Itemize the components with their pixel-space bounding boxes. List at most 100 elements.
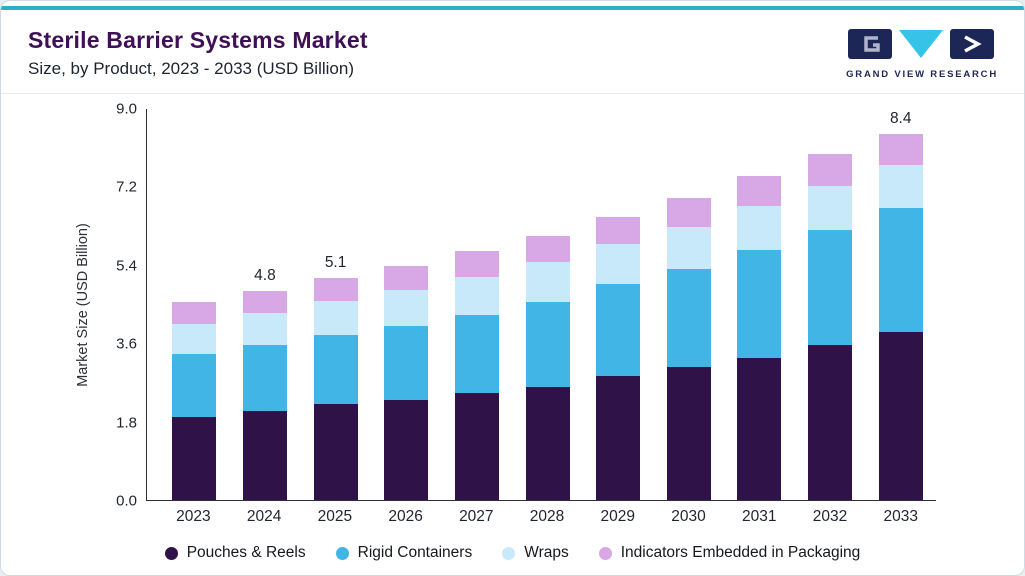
bar-column-2030 [653, 109, 724, 500]
bar-segment-wraps [172, 323, 217, 355]
stacked-bar [454, 251, 499, 500]
bar-segment-wraps [313, 300, 358, 335]
chart-legend: Pouches & Reels Rigid Containers Wraps Indi… [1, 544, 1024, 562]
bar-segment-rigid-containers [313, 334, 358, 405]
x-axis-label-2025: 2025 [317, 508, 353, 525]
legend-swatch [598, 546, 612, 560]
bar-column-2032 [795, 109, 866, 500]
y-axis-tick: 7.2 [116, 178, 137, 196]
bar-segment-wraps [666, 226, 711, 270]
stacked-bar [666, 198, 711, 500]
legend-item-indicators-embedded-in-packaging: Indicators Embedded in Packaging [598, 544, 861, 562]
page-title: Sterile Barrier Systems Market [28, 27, 368, 53]
top-accent-bar [1, 6, 1024, 10]
stacked-bar [384, 265, 429, 500]
bar-segment-rigid-containers [454, 314, 499, 394]
legend-item-rigid-containers: Rigid Containers [335, 544, 473, 562]
y-axis-tick: 0.0 [116, 492, 137, 510]
bar-segment-rigid-containers [808, 230, 853, 346]
legend-label: Indicators Embedded in Packaging [620, 544, 861, 561]
legend-swatch [335, 546, 349, 560]
legend-item-pouches-reels: Pouches & Reels [164, 544, 306, 562]
bar-segment-pouches-reels [808, 345, 853, 500]
bar-segment-pouches-reels [525, 386, 570, 500]
plot-area: 4.8 5.1 8.4 [146, 109, 936, 501]
bar-segment-wraps [454, 276, 499, 315]
bar-total-label: 5.1 [324, 253, 347, 271]
x-axis-label-2028: 2028 [529, 508, 565, 525]
bar-segment-rigid-containers [242, 345, 287, 411]
bar-segment-indicators-embedded-in-packaging [172, 301, 217, 324]
header: Sterile Barrier Systems Market Size, by … [1, 10, 1024, 94]
header-titles: Sterile Barrier Systems Market Size, by … [28, 27, 368, 79]
bar-segment-pouches-reels [737, 358, 782, 500]
bar-segment-rigid-containers [172, 354, 217, 418]
gvr-logo-text: GRAND VIEW RESEARCH [846, 69, 998, 80]
legend-item-wraps: Wraps [502, 544, 569, 562]
x-axis-label-2031: 2031 [742, 508, 777, 525]
x-axis-label-2027: 2027 [459, 508, 494, 525]
gvr-logo: GRAND VIEW RESEARCH [846, 27, 998, 80]
bar-column-2028 [512, 109, 583, 500]
stacked-bar [525, 235, 570, 500]
stacked-bar [808, 154, 853, 500]
bar-segment-indicators-embedded-in-packaging [454, 251, 499, 277]
y-axis: 0.0 1.8 3.6 5.4 7.2 9.0 [93, 101, 137, 510]
y-axis-tick: 1.8 [116, 414, 137, 432]
bar-segment-pouches-reels [596, 375, 641, 500]
x-axis-label-2023: 2023 [176, 508, 211, 525]
bar-total-label: 8.4 [889, 110, 912, 128]
stacked-bar [313, 277, 358, 500]
x-axis-label-2030: 2030 [671, 508, 706, 525]
stacked-bar [737, 176, 782, 500]
bar-column-2025: 5.1 [300, 109, 371, 500]
bar-column-2024: 4.8 [230, 109, 301, 500]
y-axis-tick: 9.0 [116, 100, 137, 118]
legend-label: Pouches & Reels [186, 544, 306, 561]
bar-segment-wraps [384, 289, 429, 326]
bar-segment-pouches-reels [384, 399, 429, 500]
legend-label: Rigid Containers [357, 544, 473, 561]
bar-segment-wraps [525, 261, 570, 302]
bar-column-2031 [724, 109, 795, 500]
bar-segment-pouches-reels [878, 332, 923, 500]
bar-segment-pouches-reels [666, 367, 711, 500]
bar-segment-indicators-embedded-in-packaging [384, 265, 429, 290]
bar-segment-rigid-containers [525, 301, 570, 387]
gvr-logo-mark [848, 29, 995, 59]
bar-total-label: 4.8 [254, 266, 276, 284]
x-axis-label-2032: 2032 [812, 508, 848, 525]
bar-segment-rigid-containers [737, 249, 782, 359]
bar-segment-rigid-containers [596, 284, 641, 376]
bar-segment-rigid-containers [666, 269, 711, 368]
x-axis: 2023 2024 2025 2026 2027 2028 2029 2030 2031 2032… [146, 508, 936, 526]
y-axis-tick: 3.6 [116, 335, 137, 353]
x-axis-label-2029: 2029 [600, 508, 636, 525]
bar-segment-indicators-embedded-in-packaging [878, 134, 923, 165]
x-axis-label-2026: 2026 [388, 508, 423, 525]
bar-segment-indicators-embedded-in-packaging [737, 176, 782, 206]
bar-segment-pouches-reels [172, 417, 217, 500]
legend-label: Wraps [524, 544, 569, 561]
bar-segment-indicators-embedded-in-packaging [596, 216, 641, 244]
y-axis-title: Market Size (USD Billion) [75, 223, 91, 387]
bar-segment-wraps [808, 185, 853, 231]
bar-segment-indicators-embedded-in-packaging [808, 154, 853, 186]
bar-column-2027 [442, 109, 513, 500]
stacked-bar [242, 290, 287, 500]
stacked-bar [596, 216, 641, 500]
bar-column-2026 [371, 109, 442, 500]
bar-segment-indicators-embedded-in-packaging [666, 198, 711, 227]
stacked-bar [172, 301, 217, 500]
bar-segment-wraps [242, 312, 287, 346]
bar-segment-indicators-embedded-in-packaging [242, 290, 287, 313]
legend-swatch [502, 546, 516, 560]
bar-segment-pouches-reels [242, 410, 287, 500]
stacked-bar [878, 134, 923, 500]
bar-segment-rigid-containers [878, 208, 923, 333]
bar-column-2033: 8.4 [865, 109, 936, 500]
bar-column-2023 [159, 109, 230, 500]
y-axis-tick: 5.4 [116, 257, 137, 275]
bar-segment-indicators-embedded-in-packaging [525, 235, 570, 262]
